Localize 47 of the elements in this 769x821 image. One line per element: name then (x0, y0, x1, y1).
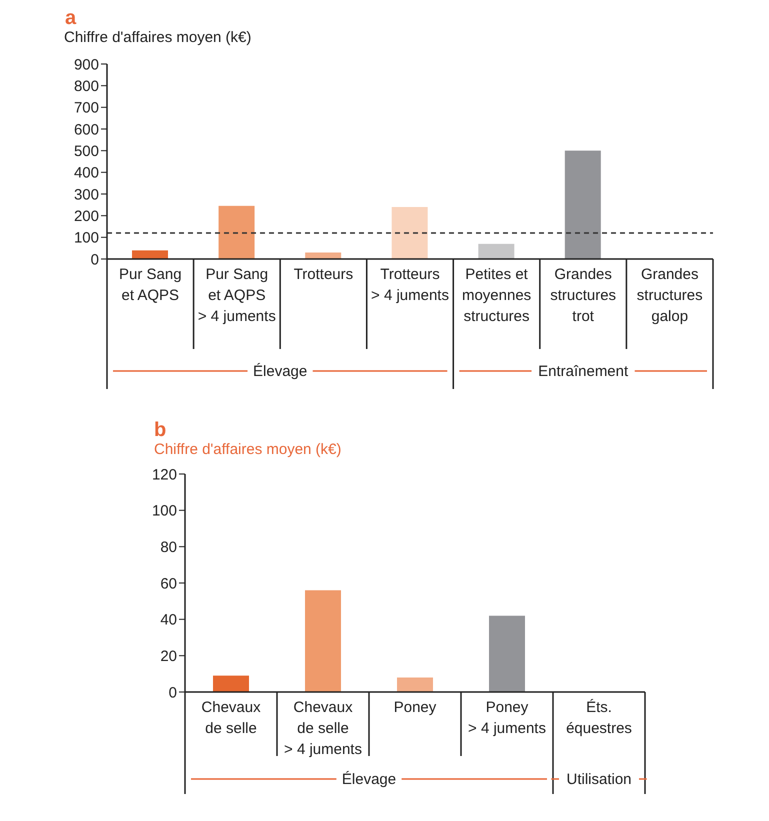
y-tick-label: 500 (74, 142, 99, 160)
x-tick-label: Trotteurs > 4 juments (371, 266, 449, 304)
x-tick-label: Grandes structures trot (550, 266, 616, 325)
y-tick-label: 100 (152, 502, 177, 520)
x-tick-label: Petites et moyennes structures (462, 266, 532, 325)
y-tick-label: 300 (74, 186, 99, 204)
y-axis-title: Chiffre d'affaires moyen (k€) (64, 28, 252, 48)
text: Élevage (342, 770, 396, 788)
bar (397, 677, 433, 692)
x-tick-label: Éts. équestres (566, 698, 632, 737)
x-tick-label: Grandes structures galop (636, 266, 703, 325)
chart-title: a (65, 7, 78, 29)
y-tick-label: 700 (74, 100, 99, 117)
text: Utilisation (566, 771, 632, 788)
y-tick-label: 400 (74, 164, 99, 182)
x-tick-label: Chevaux de selle (201, 699, 262, 737)
y-tick-label: 60 (160, 575, 177, 592)
y-tick-label: 0 (168, 684, 177, 702)
bar (478, 244, 514, 259)
x-tick-label: Pur Sang et AQPS > 4 juments (198, 266, 276, 325)
y-tick-label: 900 (74, 56, 99, 74)
bar (218, 206, 255, 259)
x-tick-label: Pur Sang et AQPS (119, 266, 182, 304)
x-tick-label: Poney > 4 juments (468, 699, 546, 737)
bar (392, 207, 428, 259)
text: Élevage (253, 362, 308, 380)
bar (564, 150, 601, 259)
y-tick-label: 600 (74, 121, 99, 138)
y-tick-label: 40 (160, 612, 177, 629)
text: Entraînement (538, 363, 629, 380)
y-tick-label: 200 (74, 208, 99, 225)
bar (489, 616, 525, 692)
x-tick-label: Poney (394, 699, 437, 716)
x-tick-label: Trotteurs (294, 266, 354, 283)
y-tick-label: 120 (152, 466, 177, 484)
y-tick-label: 100 (74, 230, 99, 247)
bar (132, 250, 168, 259)
y-tick-label: 0 (90, 251, 99, 268)
bar (305, 252, 342, 259)
y-tick-label: 80 (160, 538, 177, 556)
bar (305, 590, 341, 692)
x-tick-label: Chevaux de selle > 4 juments (284, 699, 362, 758)
y-tick-label: 800 (74, 78, 99, 95)
bar (213, 676, 249, 692)
y-tick-label: 20 (160, 648, 177, 665)
chart-title: b (154, 419, 168, 441)
y-axis-title: Chiffre d'affaires moyen (k€) (154, 440, 342, 460)
